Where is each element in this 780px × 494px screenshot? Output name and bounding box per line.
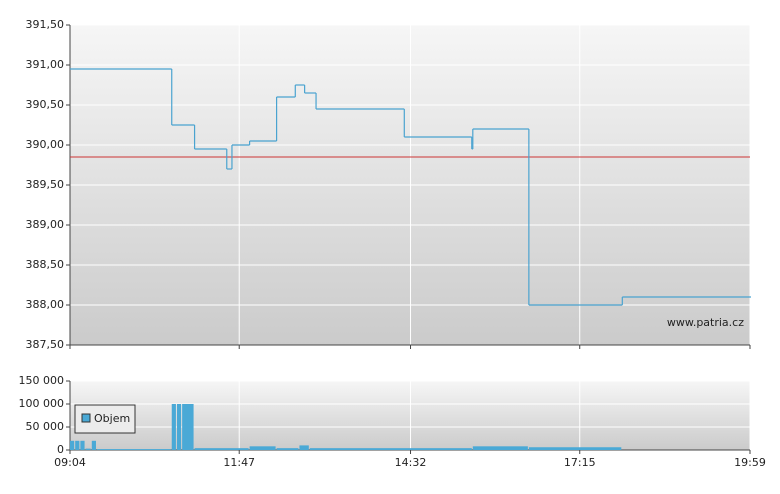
- volume-bar: [276, 448, 299, 450]
- x-tick-label: 14:32: [395, 456, 427, 469]
- y-tick-label: 391,50: [26, 18, 65, 31]
- volume-bar: [96, 449, 171, 450]
- x-tick-label: 11:47: [223, 456, 255, 469]
- legend-swatch: [81, 413, 91, 423]
- volume-bar: [91, 440, 96, 450]
- y-tick-label: 0: [57, 443, 64, 456]
- y-tick-label: 150 000: [19, 374, 65, 387]
- volume-bar: [309, 448, 472, 450]
- x-tick-label: 19:59: [734, 456, 766, 469]
- y-tick-label: 100 000: [19, 397, 65, 410]
- y-tick-label: 391,00: [26, 58, 65, 71]
- volume-bar: [85, 448, 91, 450]
- volume-bar: [249, 446, 276, 450]
- volume-bar: [176, 404, 182, 450]
- legend-label: Objem: [94, 412, 130, 425]
- volume-bar: [171, 404, 176, 450]
- annotation: www.patria.cz: [667, 316, 744, 329]
- y-tick-label: 388,50: [26, 258, 65, 271]
- volume-bar: [528, 447, 622, 450]
- y-tick-label: 389,50: [26, 178, 65, 191]
- y-tick-label: 50 000: [26, 420, 65, 433]
- volume-bar: [75, 440, 80, 450]
- volume-bar: [472, 446, 528, 450]
- y-tick-label: 389,00: [26, 218, 65, 231]
- y-tick-label: 390,50: [26, 98, 65, 111]
- x-tick-label: 17:15: [564, 456, 596, 469]
- volume-bar: [70, 440, 75, 450]
- y-tick-label: 390,00: [26, 138, 65, 151]
- volume-bar: [182, 404, 194, 450]
- volume-bar: [194, 448, 249, 450]
- y-tick-label: 387,50: [26, 338, 65, 351]
- volume-bar: [80, 440, 85, 450]
- x-tick-label: 09:04: [54, 456, 86, 469]
- volume-bar: [299, 445, 309, 450]
- y-tick-label: 388,00: [26, 298, 65, 311]
